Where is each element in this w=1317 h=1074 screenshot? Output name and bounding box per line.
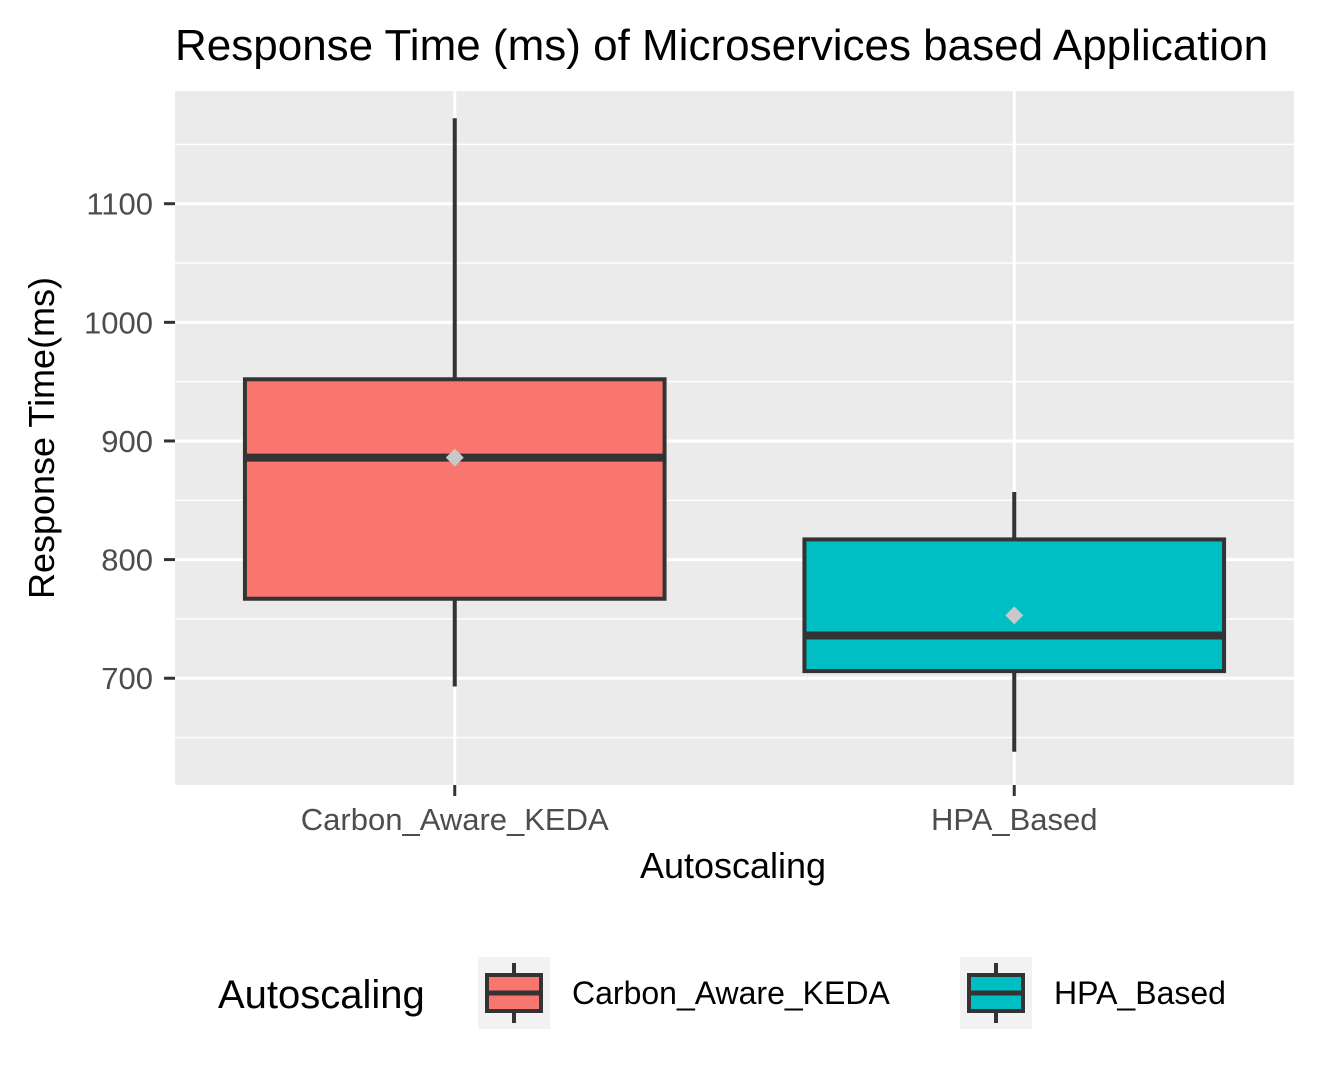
y-tick-label: 1000 xyxy=(84,305,153,340)
legend-label: HPA_Based xyxy=(1054,975,1226,1011)
mean-marker xyxy=(1005,606,1024,625)
x-tick-label: Carbon_Aware_KEDA xyxy=(301,802,609,837)
box-HPA_Based xyxy=(802,491,1227,752)
legend-title: Autoscaling xyxy=(218,973,425,1017)
box-layer xyxy=(242,118,1227,752)
y-axis-title: Response Time(ms) xyxy=(21,277,62,599)
chart-title: Response Time (ms) of Microservices base… xyxy=(175,21,1268,70)
x-axis-title: Autoscaling xyxy=(640,845,826,886)
legend-label: Carbon_Aware_KEDA xyxy=(572,975,890,1011)
y-tick-label: 1100 xyxy=(86,187,153,222)
y-tick-label: 800 xyxy=(101,543,153,578)
legend: Autoscaling Carbon_Aware_KEDA HPA_Based xyxy=(218,957,1226,1029)
legend-item-HPA_Based: HPA_Based xyxy=(960,957,1226,1029)
axis-layer: 700 800 900 1000 1100 Carbon_Aware_KEDA HPA_Ba… xyxy=(84,187,1098,837)
iqr-box xyxy=(242,377,667,601)
mean-marker xyxy=(445,448,464,467)
x-tick-label: HPA_Based xyxy=(931,802,1098,837)
iqr-box xyxy=(802,537,1227,674)
legend-item-Carbon_Aware_KEDA: Carbon_Aware_KEDA xyxy=(478,957,890,1029)
y-tick-label: 700 xyxy=(101,661,153,696)
box-Carbon_Aware_KEDA xyxy=(242,118,667,687)
y-tick-label: 900 xyxy=(101,424,153,459)
